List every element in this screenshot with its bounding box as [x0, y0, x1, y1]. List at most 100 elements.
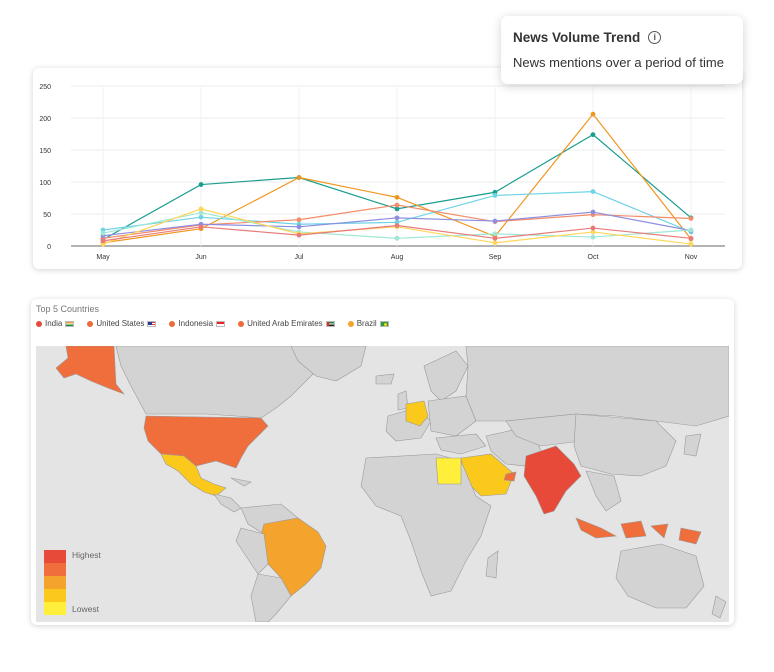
- country-argentina[interactable]: [250, 573, 292, 622]
- scale-swatch: [44, 589, 66, 602]
- legend-item-united-states[interactable]: United States: [87, 319, 157, 328]
- series-point-2: [198, 214, 204, 220]
- series-point-5: [590, 234, 596, 240]
- country-southeast-asia[interactable]: [585, 470, 622, 512]
- legend-label: United Arab Emirates: [247, 319, 323, 328]
- legend-dot: [347, 320, 354, 327]
- series-point-5: [100, 230, 106, 236]
- y-tick-label: 200: [39, 116, 51, 123]
- series-point-1: [296, 175, 302, 180]
- country-uae[interactable]: [503, 471, 517, 482]
- series-point-4: [492, 218, 498, 224]
- country-germany[interactable]: [405, 400, 429, 427]
- series-point-5: [688, 227, 694, 233]
- country-canada[interactable]: [115, 346, 327, 419]
- country-iceland[interactable]: [375, 373, 395, 385]
- series-point-4: [590, 209, 596, 215]
- country-africa[interactable]: [360, 453, 492, 597]
- legend-label: United States: [96, 319, 145, 328]
- country-australia[interactable]: [615, 543, 705, 609]
- tooltip-subtitle: News mentions over a period of time: [513, 55, 724, 70]
- series-point-7: [590, 225, 596, 231]
- series-point-7: [100, 238, 106, 244]
- legend-label: Brazil: [356, 319, 377, 328]
- country-cuba[interactable]: [230, 477, 252, 487]
- country-eastern-europe[interactable]: [427, 395, 477, 437]
- y-tick-label: 150: [39, 148, 51, 155]
- y-tick-label: 0: [47, 244, 51, 251]
- series-point-2: [492, 193, 498, 198]
- series-point-4: [296, 224, 302, 230]
- country-indonesia[interactable]: [575, 517, 702, 545]
- scale-lowest-label: Lowest: [72, 604, 99, 614]
- series-point-3: [296, 217, 302, 223]
- world-map-svg: [55, 346, 729, 622]
- series-point-2: [590, 189, 596, 194]
- country-united-states[interactable]: [143, 415, 269, 469]
- country-central-asia[interactable]: [505, 413, 582, 447]
- series-point-5: [492, 231, 498, 237]
- map-legend: India United States Indonesia United Ara…: [36, 319, 389, 328]
- tooltip-title: News Volume Trend: [513, 30, 641, 45]
- news-volume-chart-card: 0 50 100 150 200 250 May Jun Jul Aug Sep Oct Nov: [33, 68, 742, 269]
- legend-item-brazil[interactable]: Brazil: [347, 319, 389, 328]
- country-peru[interactable]: [235, 527, 269, 575]
- series-point-7: [492, 235, 498, 241]
- country-egypt[interactable]: [435, 457, 462, 485]
- series-point-6: [688, 241, 694, 247]
- series-point-7: [198, 224, 204, 230]
- x-tick-label: Aug: [391, 254, 404, 261]
- series-point-1: [394, 194, 400, 200]
- country-china[interactable]: [573, 413, 677, 477]
- series-point-7: [688, 235, 694, 241]
- country-japan[interactable]: [683, 433, 702, 457]
- country-india[interactable]: [523, 445, 582, 515]
- country-greenland[interactable]: [290, 346, 367, 382]
- legend-label: India: [45, 319, 63, 328]
- legend-dot: [36, 320, 42, 327]
- scale-swatch: [44, 563, 66, 576]
- india-flag-icon: [65, 320, 75, 327]
- country-central-america[interactable]: [213, 493, 242, 513]
- series-point-1: [590, 111, 596, 117]
- series-point-7: [296, 232, 302, 238]
- x-tick-label: Nov: [685, 254, 698, 261]
- series-point-0: [394, 206, 400, 212]
- series-point-0: [590, 132, 596, 138]
- series-point-6: [590, 229, 596, 235]
- legend-label: Indonesia: [178, 319, 214, 328]
- legend-item-india[interactable]: India: [36, 319, 75, 328]
- country-mexico[interactable]: [160, 453, 227, 497]
- y-tick-label: 50: [43, 212, 51, 219]
- legend-dot: [169, 320, 176, 327]
- series-point-0: [198, 182, 204, 187]
- country-madagascar[interactable]: [485, 550, 499, 579]
- brazil-flag-icon: [379, 320, 389, 327]
- x-tick-label: Sep: [489, 254, 502, 261]
- news-volume-tooltip: News Volume Trend i News mentions over a…: [501, 16, 743, 84]
- scale-swatch: [44, 576, 66, 589]
- us-flag-icon: [147, 320, 157, 327]
- news-volume-line-chart: 0 50 100 150 200 250 May Jun Jul Aug Sep Oct Nov: [39, 84, 725, 261]
- world-choropleth-map[interactable]: Highest Lowest: [36, 346, 729, 622]
- country-russia[interactable]: [465, 346, 729, 427]
- info-circle-icon[interactable]: i: [648, 31, 662, 44]
- x-tick-label: Jul: [295, 254, 304, 261]
- country-new-zealand[interactable]: [711, 595, 727, 619]
- country-scandinavia[interactable]: [423, 350, 469, 402]
- series-point-4: [394, 215, 400, 221]
- series-point-5: [394, 235, 400, 241]
- legend-item-uae[interactable]: United Arab Emirates: [238, 319, 335, 328]
- legend-dot: [87, 320, 94, 327]
- series-point-3: [394, 202, 400, 208]
- series-point-3: [688, 216, 694, 221]
- x-tick-label: May: [96, 254, 110, 261]
- country-turkey[interactable]: [435, 433, 487, 455]
- scale-swatch: [44, 602, 66, 615]
- series-point-6: [492, 240, 498, 246]
- uae-flag-icon: [325, 320, 335, 327]
- indonesia-flag-icon: [216, 320, 226, 327]
- legend-item-indonesia[interactable]: Indonesia: [169, 319, 226, 328]
- tooltip-title-row: News Volume Trend i: [513, 30, 662, 45]
- country-alaska[interactable]: [55, 346, 125, 395]
